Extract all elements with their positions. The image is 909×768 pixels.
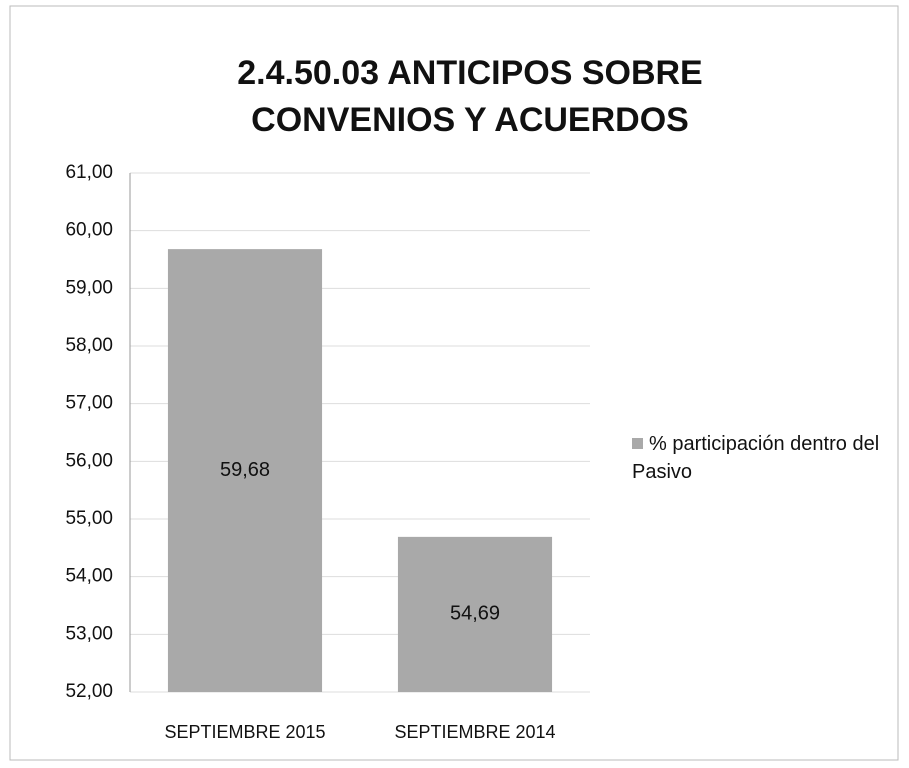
bar (397, 536, 553, 692)
y-tick-label: 56,00 (65, 450, 113, 471)
y-tick-label: 57,00 (65, 393, 113, 414)
chart-title: 2.4.50.03 ANTICIPOS SOBRE (237, 54, 702, 92)
y-tick-label: 52,00 (65, 681, 113, 702)
legend-swatch (632, 438, 643, 449)
legend: % participación dentro del Pasivo (632, 430, 902, 486)
value-label: 59,68 (220, 459, 270, 481)
y-tick-label: 53,00 (65, 623, 113, 644)
chart-title: CONVENIOS Y ACUERDOS (251, 101, 689, 139)
x-tick-label: SEPTIEMBRE 2014 (394, 722, 555, 742)
value-label: 54,69 (450, 603, 500, 625)
x-tick-label: SEPTIEMBRE 2015 (164, 722, 325, 742)
bar (167, 249, 323, 692)
y-tick-label: 60,00 (65, 220, 113, 241)
y-tick-label: 58,00 (65, 335, 113, 356)
y-tick-label: 59,00 (65, 277, 113, 298)
y-tick-label: 54,00 (65, 566, 113, 587)
y-tick-label: 61,00 (65, 162, 113, 183)
y-tick-label: 55,00 (65, 508, 113, 529)
chart-border (9, 5, 899, 761)
legend-label: % participación dentro del Pasivo (632, 433, 880, 483)
